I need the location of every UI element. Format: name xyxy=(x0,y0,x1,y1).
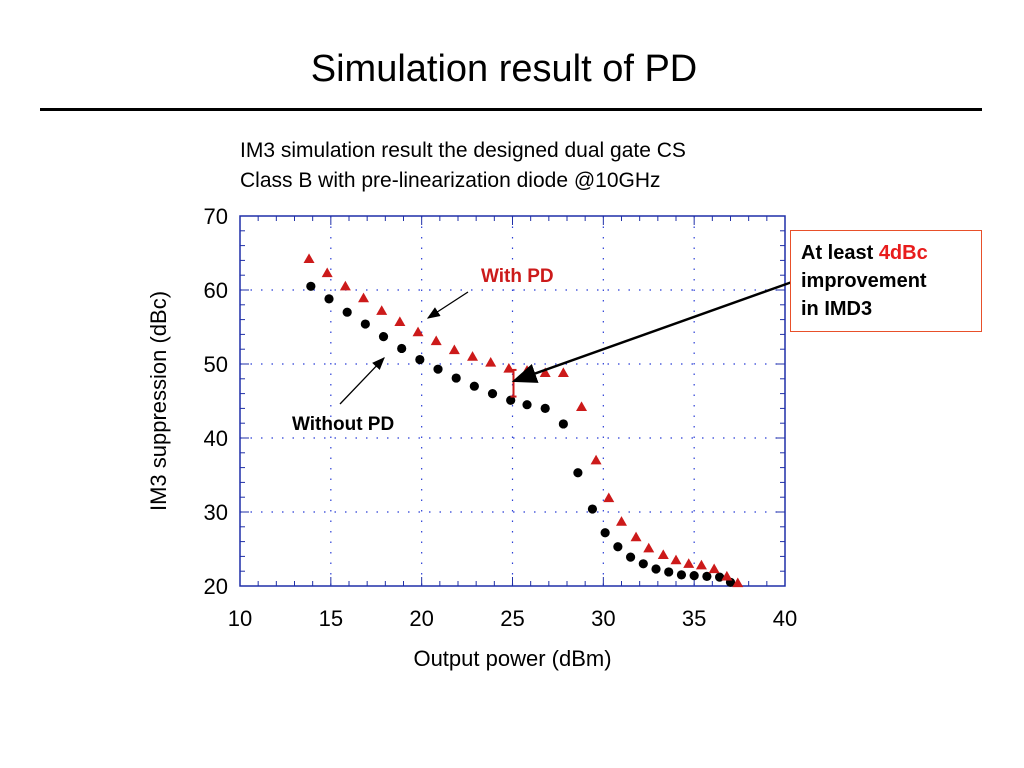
x-tick-label: 35 xyxy=(682,606,706,631)
with-pd-point xyxy=(670,554,682,565)
with-pd-point xyxy=(303,253,315,264)
without-pd-arrow xyxy=(339,357,385,405)
callout-text: At least xyxy=(801,242,879,264)
without-pd-point xyxy=(558,419,568,429)
with-pd-point xyxy=(358,292,370,303)
with-pd-point xyxy=(521,365,533,375)
plot-frame xyxy=(239,215,786,587)
without-pd-label: Without PD xyxy=(292,414,394,435)
chart-title: IM3 simulation result the designed dual … xyxy=(240,136,840,196)
without-pd-point xyxy=(397,343,407,354)
with-pd-point xyxy=(339,280,351,291)
y-tick-label: 70 xyxy=(204,204,228,229)
with-pd-point xyxy=(657,549,669,560)
callout-arrow xyxy=(511,280,793,383)
without-pd-point xyxy=(342,307,352,317)
y-tick-label: 20 xyxy=(204,574,228,599)
without-pd-point xyxy=(638,559,648,569)
with-pd-point xyxy=(732,577,744,588)
with-pd-point xyxy=(467,351,479,361)
with-pd-point xyxy=(630,531,642,542)
with-pd-point xyxy=(412,326,424,337)
x-axis-label: Output power (dBm) xyxy=(413,646,611,671)
with-pd-point xyxy=(616,516,627,526)
callout-line-1: At least 4dBc xyxy=(801,239,971,267)
without-pd-point xyxy=(651,564,661,574)
with-pd-arrow xyxy=(426,291,469,319)
x-tick-label: 25 xyxy=(500,606,524,631)
with-pd-point xyxy=(603,492,615,503)
without-pd-point xyxy=(689,571,699,581)
with-pd-point xyxy=(448,344,460,355)
callout-line-3: in IMD3 xyxy=(801,298,873,320)
with-pd-point xyxy=(485,357,497,367)
x-tick-label: 15 xyxy=(319,606,343,631)
x-tick-label: 20 xyxy=(409,606,433,631)
with-pd-point xyxy=(683,558,695,568)
with-pd-point xyxy=(590,454,602,465)
slide-title: Simulation result of PD xyxy=(310,48,698,90)
without-pd-point xyxy=(451,373,461,383)
without-pd-point xyxy=(600,528,610,538)
with-pd-point xyxy=(643,542,655,553)
without-pd-point xyxy=(625,552,636,562)
without-pd-point xyxy=(587,504,598,514)
y-axis-label: IM3 suppression (dBc) xyxy=(146,291,171,511)
with-pd-point xyxy=(321,267,333,278)
x-tick-label: 10 xyxy=(228,606,252,631)
without-pd-point xyxy=(415,354,425,365)
with-pd-point xyxy=(430,335,442,346)
without-pd-point xyxy=(540,403,550,413)
without-pd-point xyxy=(676,570,687,580)
y-tick-label: 60 xyxy=(204,278,228,303)
x-tick-label: 30 xyxy=(591,606,615,631)
with-pd-point xyxy=(708,563,720,574)
without-pd-point xyxy=(433,364,443,374)
with-pd-point xyxy=(576,401,588,412)
chart-title-line-1: IM3 simulation result the designed dual … xyxy=(240,139,686,162)
without-pd-point xyxy=(324,294,334,304)
with-pd-label: With PD xyxy=(481,266,554,287)
with-pd-point xyxy=(376,305,388,315)
with-pd-point xyxy=(721,570,733,581)
improvement-callout: At least 4dBc improvement in IMD3 xyxy=(790,230,982,332)
y-tick-label: 30 xyxy=(204,500,228,525)
x-tick-label: 40 xyxy=(773,606,797,631)
without-pd-point xyxy=(715,572,725,582)
callout-line-2: improvement xyxy=(801,270,927,292)
chart-title-line-2: Class B with pre-linearization diode @10… xyxy=(240,169,661,192)
without-pd-point xyxy=(469,381,479,391)
without-pd-point xyxy=(487,389,498,399)
without-pd-point xyxy=(573,468,583,478)
with-pd-point xyxy=(394,316,406,326)
without-pd-point xyxy=(360,319,370,329)
y-tick-label: 40 xyxy=(204,426,228,451)
without-pd-point xyxy=(664,567,674,577)
without-pd-point xyxy=(506,395,516,405)
without-pd-point xyxy=(378,332,389,342)
with-pd-point xyxy=(557,367,569,378)
without-pd-point xyxy=(613,542,623,552)
y-tick-label: 50 xyxy=(204,352,228,377)
without-pd-point xyxy=(306,281,316,291)
title-divider xyxy=(40,108,982,111)
with-pd-point xyxy=(695,559,707,570)
without-pd-point xyxy=(522,400,532,410)
with-pd-point xyxy=(539,367,551,378)
callout-highlight: 4dBc xyxy=(878,242,928,264)
without-pd-point xyxy=(702,571,712,581)
